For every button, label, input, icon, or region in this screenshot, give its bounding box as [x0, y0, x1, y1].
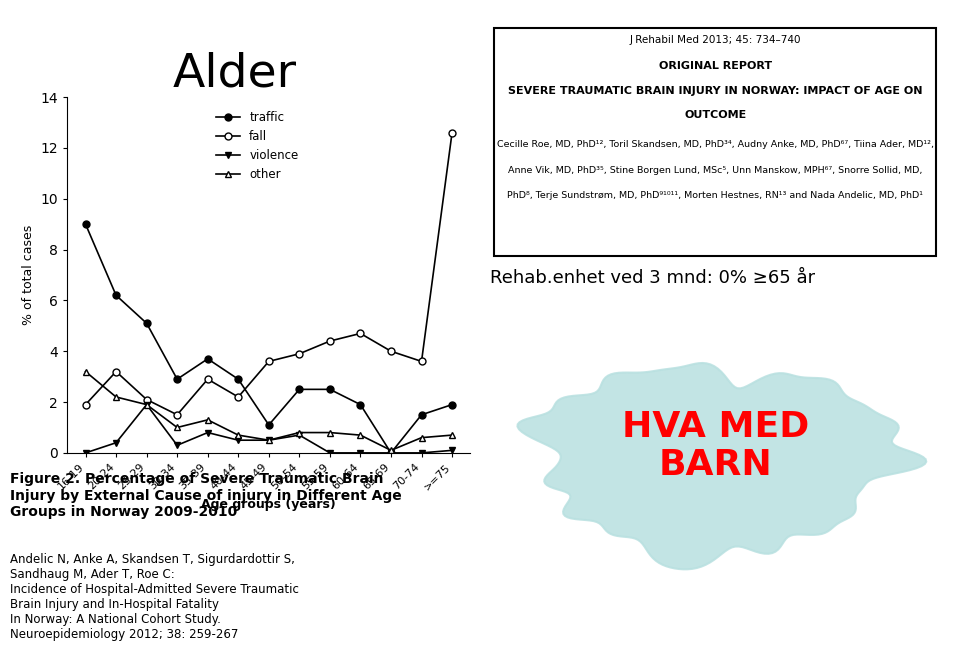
traffic	[141, 320, 153, 327]
Polygon shape	[517, 363, 926, 569]
violence	[232, 436, 244, 444]
other	[354, 432, 366, 439]
X-axis label: Age groups (years): Age groups (years)	[202, 498, 336, 510]
fall	[110, 367, 122, 375]
fall	[324, 337, 336, 345]
other	[294, 429, 305, 437]
violence	[446, 446, 458, 454]
traffic	[232, 375, 244, 383]
fall	[172, 411, 183, 419]
traffic	[416, 411, 427, 419]
Y-axis label: % of total cases: % of total cases	[22, 225, 35, 325]
Text: J Rehabil Med 2013; 45: 734–740: J Rehabil Med 2013; 45: 734–740	[630, 35, 801, 45]
Text: SEVERE TRAUMATIC BRAIN INJURY IN NORWAY: IMPACT OF AGE ON: SEVERE TRAUMATIC BRAIN INJURY IN NORWAY:…	[508, 87, 923, 96]
fall	[385, 347, 396, 355]
violence	[324, 449, 336, 457]
Text: ORIGINAL REPORT: ORIGINAL REPORT	[659, 61, 772, 71]
Line: other: other	[82, 368, 456, 454]
Line: violence: violence	[82, 401, 456, 456]
traffic	[80, 220, 91, 228]
Legend: traffic, fall, violence, other: traffic, fall, violence, other	[211, 107, 303, 186]
violence	[110, 439, 122, 446]
fall	[263, 358, 275, 366]
Line: traffic: traffic	[82, 221, 456, 456]
Line: fall: fall	[82, 129, 456, 418]
traffic	[446, 400, 458, 408]
violence	[294, 432, 305, 439]
traffic	[172, 375, 183, 383]
traffic	[324, 386, 336, 393]
other	[232, 432, 244, 439]
Text: PhD⁸, Terje Sundstrøm, MD, PhD⁹¹⁰¹¹, Morten Hestnes, RN¹³ and Nada Andelic, MD, : PhD⁸, Terje Sundstrøm, MD, PhD⁹¹⁰¹¹, Mor…	[507, 192, 924, 201]
other	[385, 446, 396, 454]
Text: Cecille Roe, MD, PhD¹², Toril Skandsen, MD, PhD³⁴, Audny Anke, MD, PhD⁶⁷, Tiina : Cecille Roe, MD, PhD¹², Toril Skandsen, …	[496, 140, 934, 149]
violence	[141, 400, 153, 408]
other	[80, 367, 91, 375]
Text: Andelic N, Anke A, Skandsen T, Sigurdardottir S,
Sandhaug M, Ader T, Roe C:
Inci: Andelic N, Anke A, Skandsen T, Sigurdard…	[10, 553, 299, 641]
FancyBboxPatch shape	[494, 28, 936, 256]
violence	[354, 449, 366, 457]
traffic	[354, 400, 366, 408]
fall	[202, 375, 213, 383]
other	[141, 400, 153, 408]
Text: Figure 2. Percentage of Severe Traumatic Brain
Injury by External Cause of injur: Figure 2. Percentage of Severe Traumatic…	[10, 472, 401, 519]
other	[172, 424, 183, 432]
Text: Anne Vik, MD, PhD³⁵, Stine Borgen Lund, MSc⁵, Unn Manskow, MPH⁶⁷, Snorre Sollid,: Anne Vik, MD, PhD³⁵, Stine Borgen Lund, …	[508, 166, 923, 175]
fall	[446, 129, 458, 137]
violence	[80, 449, 91, 457]
traffic	[202, 355, 213, 363]
traffic	[294, 386, 305, 393]
violence	[263, 436, 275, 444]
fall	[141, 395, 153, 404]
fall	[416, 358, 427, 366]
Text: Alder: Alder	[173, 52, 297, 97]
violence	[202, 429, 213, 437]
fall	[294, 350, 305, 358]
violence	[416, 449, 427, 457]
traffic	[110, 291, 122, 299]
traffic	[385, 449, 396, 457]
fall	[80, 400, 91, 408]
other	[110, 393, 122, 401]
violence	[172, 441, 183, 449]
Text: HVA MED
BARN: HVA MED BARN	[621, 410, 809, 483]
traffic	[263, 421, 275, 429]
other	[324, 429, 336, 437]
Text: Rehab.enhet ved 3 mnd: 0% ≥65 år: Rehab.enhet ved 3 mnd: 0% ≥65 år	[490, 269, 815, 287]
other	[416, 433, 427, 441]
fall	[354, 329, 366, 337]
fall	[232, 393, 244, 401]
Text: OUTCOME: OUTCOME	[684, 110, 746, 120]
other	[446, 432, 458, 439]
other	[202, 416, 213, 424]
other	[263, 436, 275, 444]
violence	[385, 449, 396, 457]
